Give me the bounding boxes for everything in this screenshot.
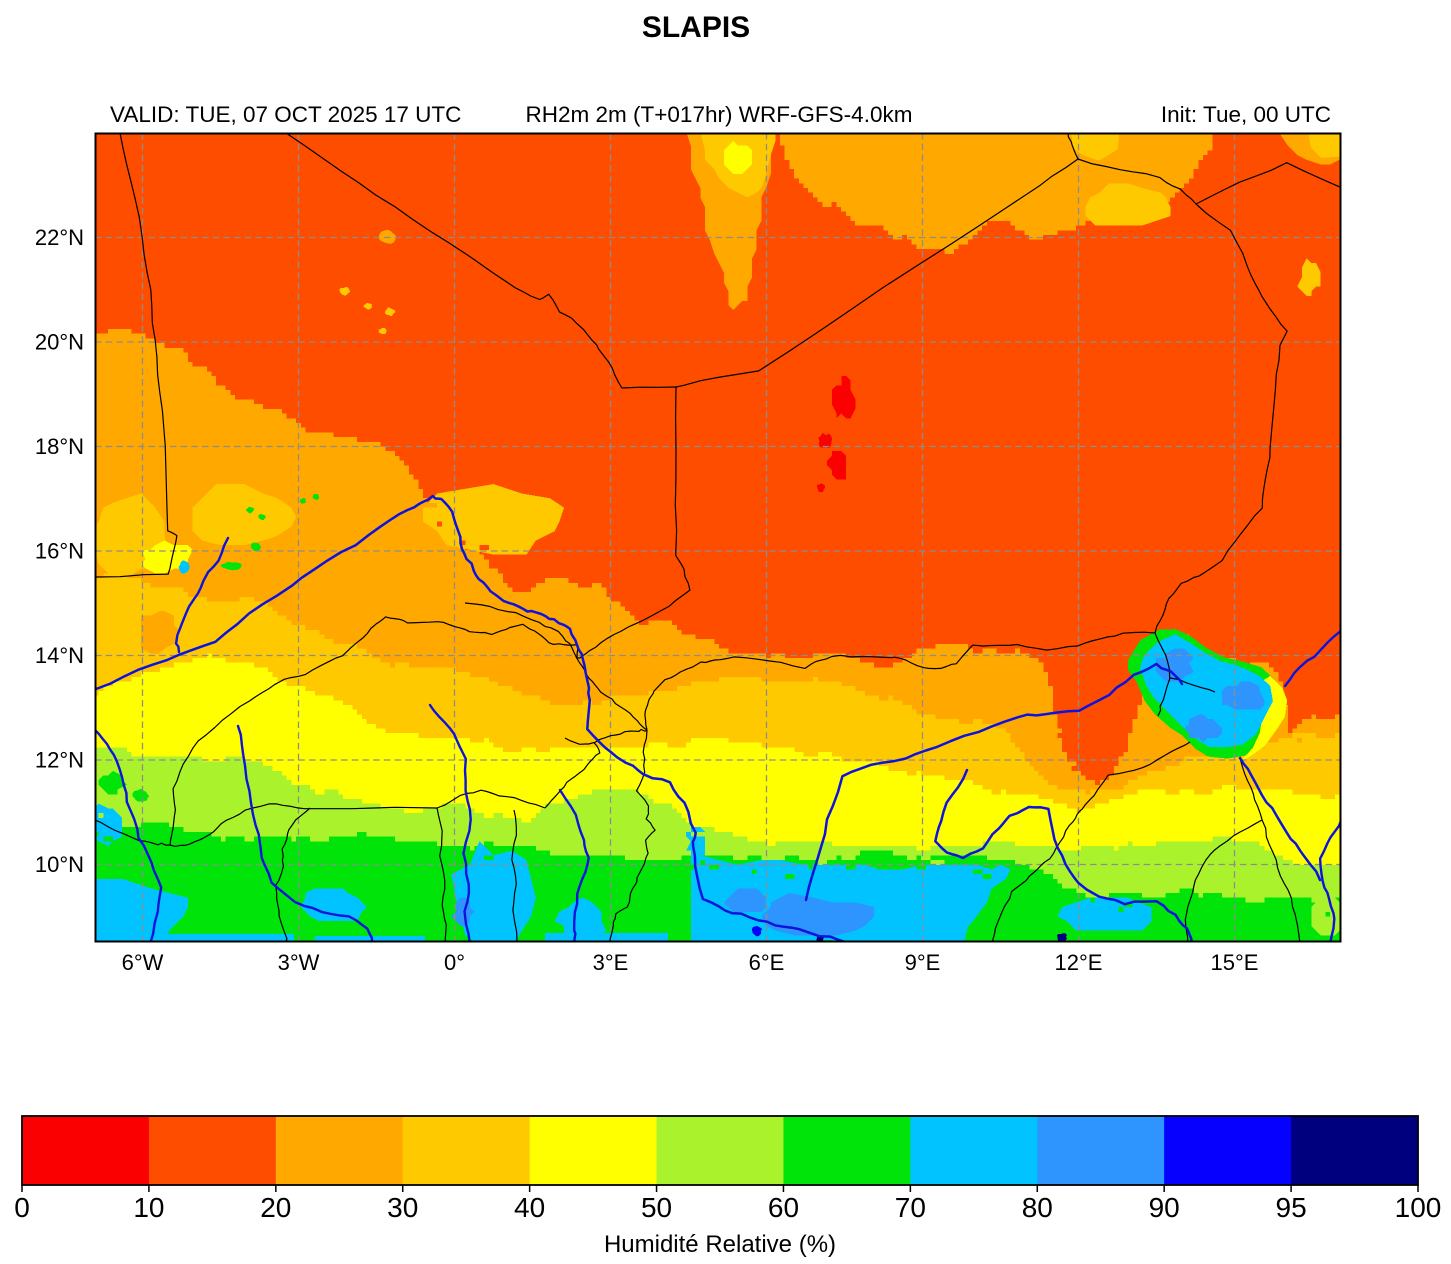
svg-text:RH2m 2m (T+017hr) WRF-GFS-4.0k: RH2m 2m (T+017hr) WRF-GFS-4.0km	[526, 102, 913, 127]
svg-text:70: 70	[895, 1192, 926, 1223]
svg-text:14°N: 14°N	[35, 643, 84, 668]
svg-text:3°E: 3°E	[593, 950, 629, 975]
svg-text:95: 95	[1276, 1192, 1307, 1223]
svg-text:18°N: 18°N	[35, 434, 84, 459]
svg-text:20: 20	[260, 1192, 291, 1223]
svg-text:20°N: 20°N	[35, 330, 84, 355]
svg-text:6°E: 6°E	[749, 950, 785, 975]
svg-text:0°: 0°	[444, 950, 465, 975]
svg-text:16°N: 16°N	[35, 539, 84, 564]
svg-text:10: 10	[133, 1192, 164, 1223]
svg-text:30: 30	[387, 1192, 418, 1223]
svg-text:VALID: TUE, 07 OCT 2025 17 UTC: VALID: TUE, 07 OCT 2025 17 UTC	[110, 102, 461, 127]
svg-text:15°E: 15°E	[1211, 950, 1259, 975]
svg-text:50: 50	[641, 1192, 672, 1223]
svg-text:90: 90	[1149, 1192, 1180, 1223]
svg-text:80: 80	[1022, 1192, 1053, 1223]
svg-text:100: 100	[1395, 1192, 1442, 1223]
svg-text:12°E: 12°E	[1055, 950, 1103, 975]
svg-text:9°E: 9°E	[905, 950, 941, 975]
svg-text:40: 40	[514, 1192, 545, 1223]
svg-text:Init: Tue, 00 UTC: Init: Tue, 00 UTC	[1161, 102, 1331, 127]
svg-text:0: 0	[14, 1192, 30, 1223]
svg-text:3°W: 3°W	[278, 950, 320, 975]
svg-text:60: 60	[768, 1192, 799, 1223]
svg-text:Humidité Relative (%): Humidité Relative (%)	[604, 1231, 836, 1258]
svg-text:6°W: 6°W	[122, 950, 164, 975]
svg-text:22°N: 22°N	[35, 225, 84, 250]
svg-text:12°N: 12°N	[35, 748, 84, 773]
svg-text:10°N: 10°N	[35, 852, 84, 877]
svg-text:SLAPIS: SLAPIS	[642, 11, 750, 44]
